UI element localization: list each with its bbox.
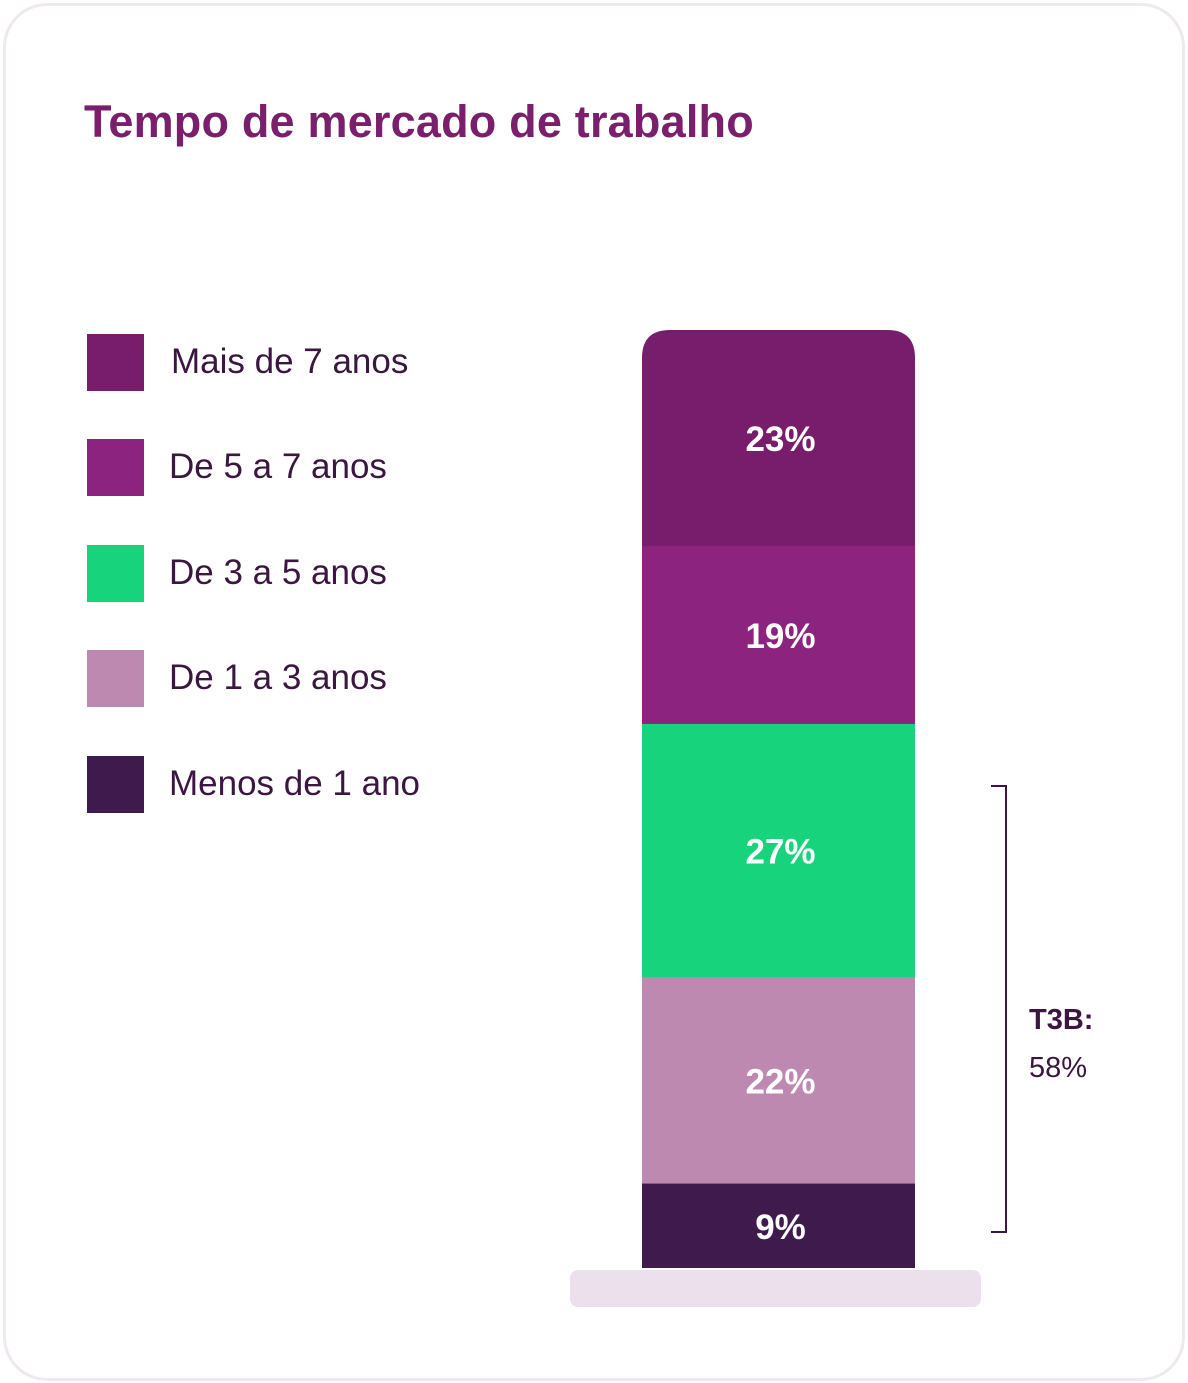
bar-segment-menos-de-1-ano [642,1183,915,1268]
bar-base [570,1270,981,1307]
data-label-de-1-a-3-anos: 22% [745,1062,815,1101]
bar-segment-de-5-a-7-anos [642,545,915,725]
legend-swatch [87,755,144,813]
legend-item-de-5-a-7-anos: De 5 a 7 anos [87,438,387,496]
legend-label: Mais de 7 anos [171,342,409,381]
legend-item-de-1-a-3-anos: De 1 a 3 anos [87,649,387,707]
bar-segment-de-1-a-3-anos [642,977,915,1185]
t3b-bracket [991,784,1007,1233]
data-label-de-5-a-7-anos: 19% [745,617,815,656]
legend-item-mais-de-7-anos: Mais de 7 anos [87,333,408,391]
legend-swatch [87,333,144,391]
chart-card [3,3,1185,1381]
legend-label: De 5 a 7 anos [169,447,387,486]
legend-swatch [87,649,144,707]
legend-item-menos-de-1-ano: Menos de 1 ano [87,755,420,813]
bar-segment-mais-de-7-anos [642,330,915,547]
legend-item-de-3-a-5-anos: De 3 a 5 anos [87,544,387,602]
chart-title: Tempo de mercado de trabalho [84,96,754,147]
t3b-label: T3B: [1029,1004,1094,1036]
legend-label: De 1 a 3 anos [169,658,387,697]
legend-label: De 3 a 5 anos [169,553,387,592]
legend-swatch [87,544,144,602]
bar-segment-de-3-a-5-anos [642,723,915,978]
legend-swatch [87,438,144,496]
data-label-mais-de-7-anos: 23% [745,420,815,459]
legend-label: Menos de 1 ano [169,764,421,803]
data-label-menos-de-1-ano: 9% [755,1208,806,1247]
data-label-de-3-a-5-anos: 27% [745,833,815,872]
t3b-value: 58% [1029,1052,1088,1084]
